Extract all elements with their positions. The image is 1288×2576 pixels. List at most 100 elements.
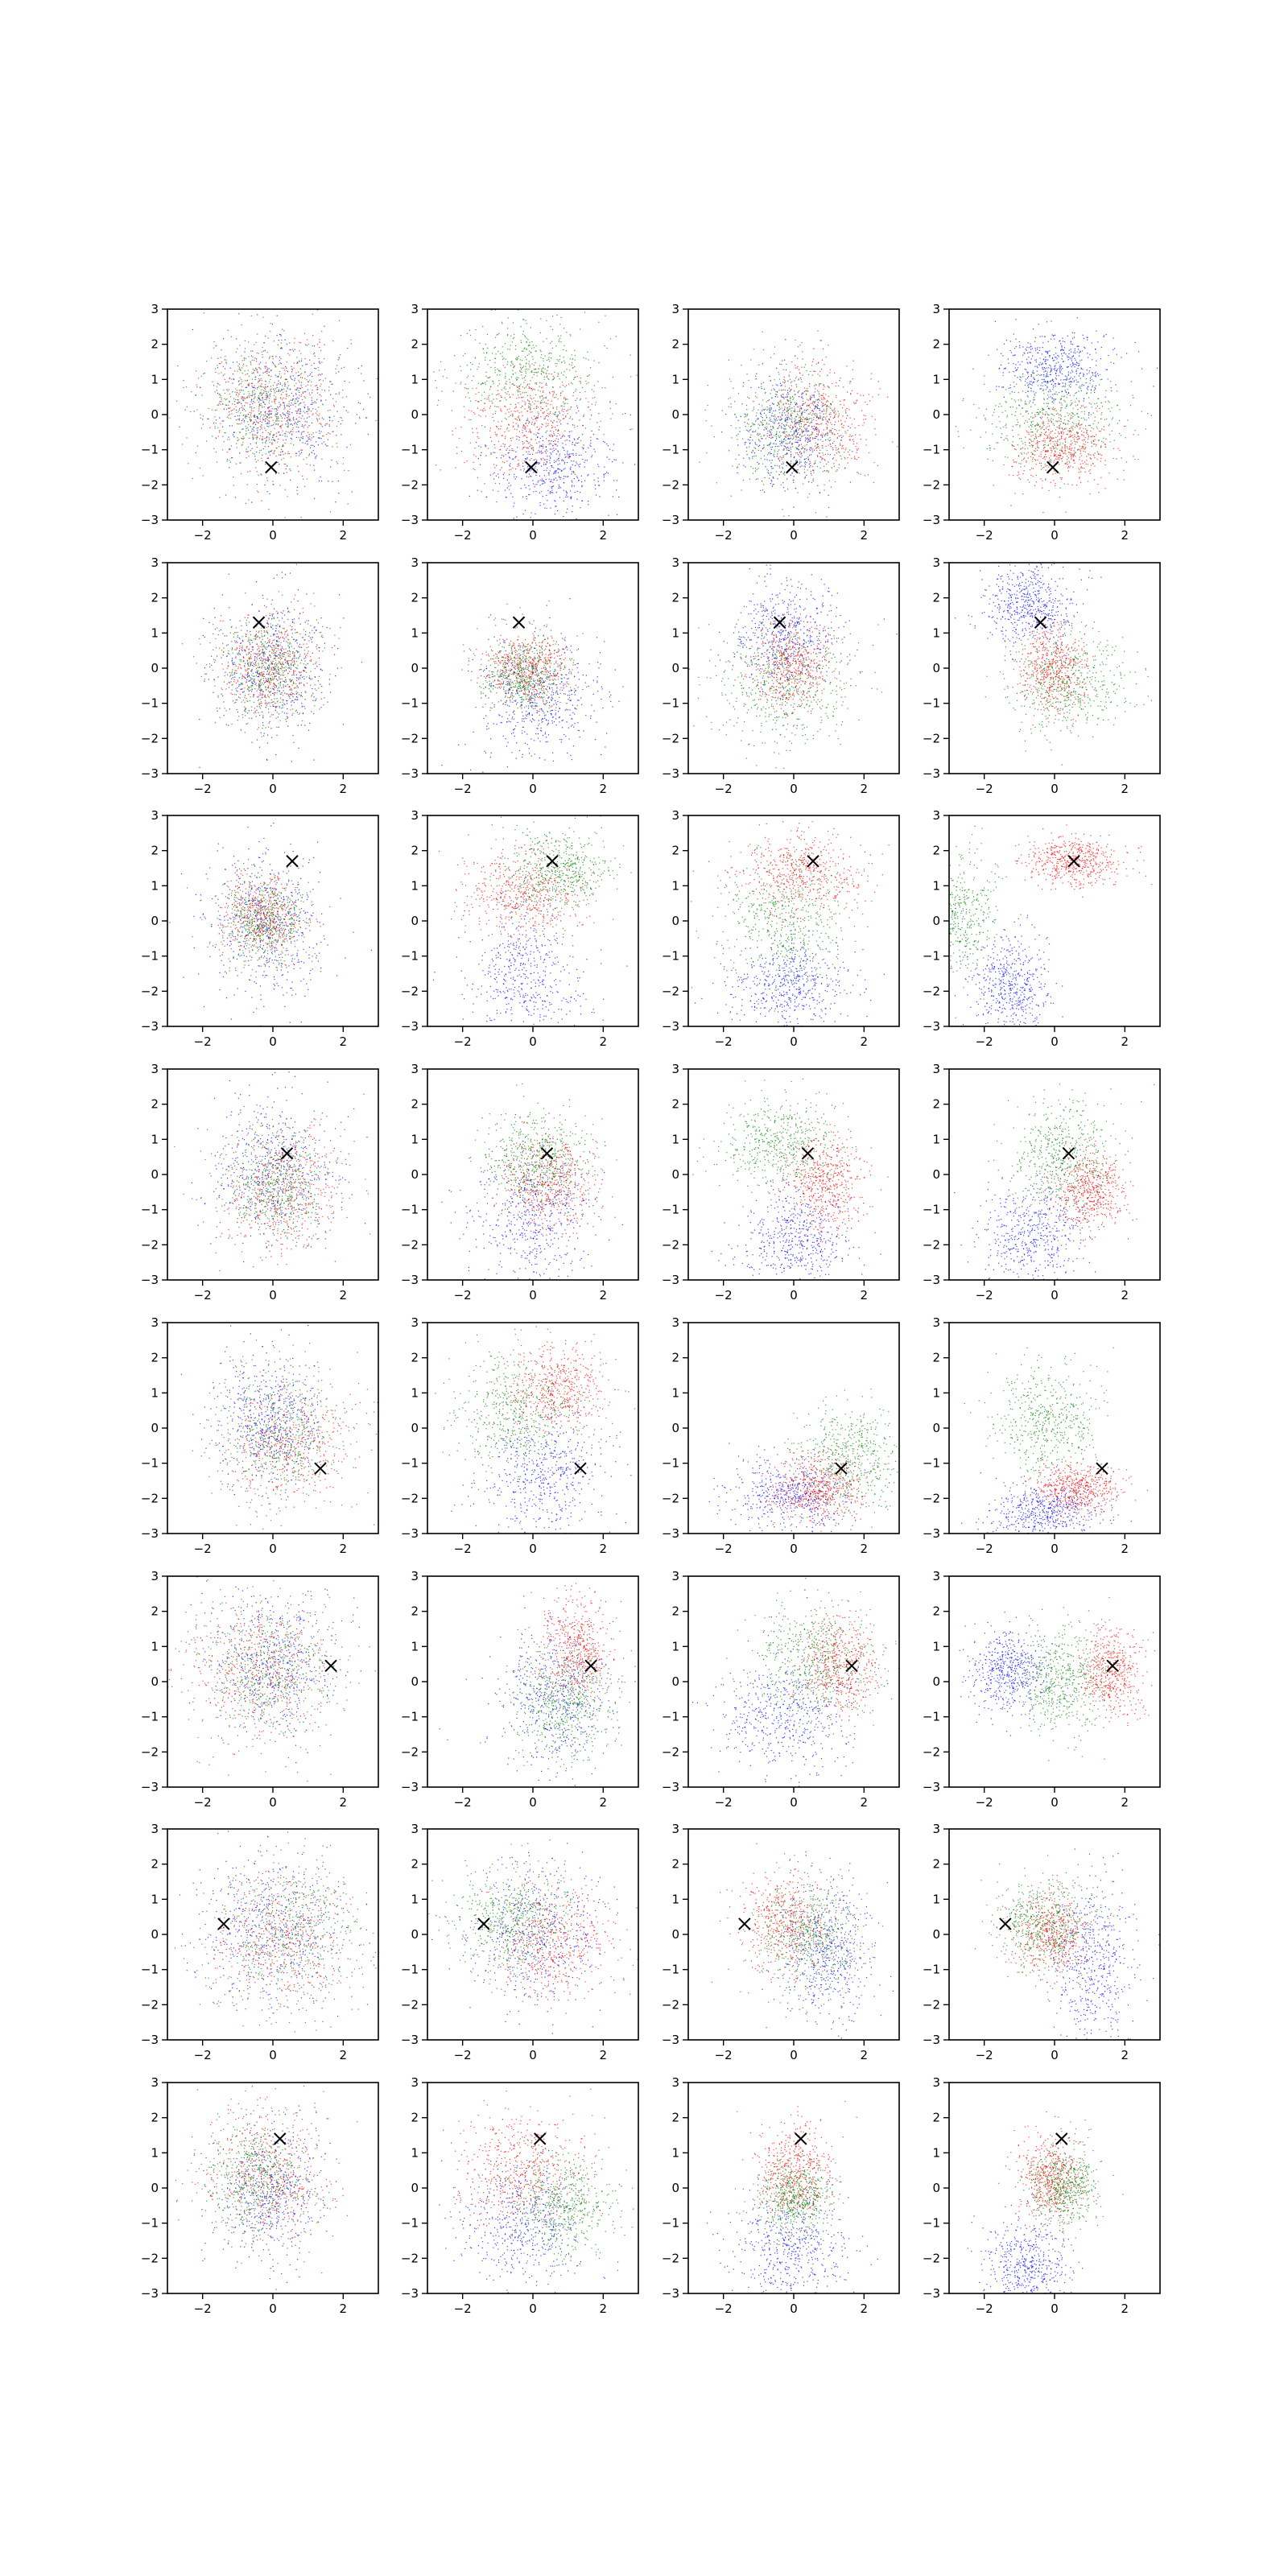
- data-point: [257, 372, 258, 374]
- y-tick-label: 1: [151, 372, 159, 386]
- data-point: [248, 417, 250, 419]
- data-point: [264, 387, 266, 389]
- data-point: [196, 386, 198, 388]
- data-point: [799, 426, 801, 427]
- data-point: [763, 388, 765, 390]
- data-point: [823, 393, 824, 394]
- data-point: [855, 402, 857, 404]
- data-point: [772, 421, 774, 423]
- data-point: [256, 415, 258, 417]
- data-point: [563, 411, 564, 412]
- data-point: [753, 423, 754, 425]
- data-point: [484, 402, 485, 404]
- data-point: [875, 434, 877, 436]
- data-point: [299, 411, 301, 412]
- data-point: [762, 489, 763, 491]
- data-point: [279, 333, 281, 336]
- data-point: [265, 413, 266, 415]
- data-point: [284, 489, 286, 490]
- data-point: [505, 436, 506, 437]
- data-point: [260, 378, 262, 379]
- data-point: [747, 430, 749, 431]
- data-point: [734, 413, 736, 415]
- data-point: [780, 419, 782, 421]
- data-point: [821, 359, 824, 361]
- data-point: [817, 407, 819, 409]
- data-point: [824, 403, 827, 405]
- data-point: [815, 419, 817, 421]
- data-point: [299, 409, 301, 411]
- data-point: [780, 399, 782, 401]
- data-point: [862, 394, 864, 396]
- data-point: [828, 472, 829, 473]
- data-point: [433, 371, 435, 373]
- data-point: [301, 358, 303, 360]
- data-point: [746, 454, 748, 456]
- data-point: [557, 441, 559, 443]
- data-point: [284, 339, 286, 341]
- data-point: [299, 408, 301, 410]
- data-point: [520, 340, 522, 341]
- x-tick-label: 0: [269, 528, 277, 543]
- data-point: [766, 459, 768, 460]
- data-point: [312, 408, 314, 410]
- data-point: [267, 395, 269, 397]
- data-point: [247, 427, 249, 428]
- data-point: [277, 412, 279, 414]
- data-point: [809, 386, 811, 387]
- data-point: [795, 452, 797, 454]
- data-point: [807, 421, 809, 423]
- data-point: [559, 393, 562, 394]
- data-point: [531, 423, 533, 425]
- data-point: [810, 440, 811, 442]
- data-point: [765, 391, 766, 393]
- data-point: [996, 386, 997, 387]
- data-point: [816, 415, 818, 418]
- data-point: [466, 460, 468, 462]
- data-point: [815, 429, 817, 431]
- data-point: [811, 402, 814, 404]
- data-point: [209, 427, 211, 428]
- data-point: [539, 437, 541, 439]
- data-point: [783, 448, 785, 450]
- data-point: [815, 363, 817, 365]
- data-point: [280, 427, 282, 429]
- data-point: [764, 392, 766, 394]
- data-point: [295, 402, 296, 404]
- data-point: [266, 394, 268, 395]
- data-point: [788, 434, 790, 436]
- data-point: [801, 444, 803, 445]
- data-point: [762, 399, 764, 401]
- data-point: [547, 413, 548, 415]
- data-point: [808, 440, 810, 442]
- data-point: [249, 437, 250, 439]
- data-point: [1060, 369, 1062, 371]
- data-point: [749, 443, 750, 444]
- data-point: [557, 398, 559, 400]
- data-point: [791, 412, 793, 414]
- data-point: [289, 411, 291, 413]
- data-point: [630, 376, 632, 378]
- data-point: [767, 472, 769, 473]
- data-point: [572, 452, 574, 455]
- data-point: [574, 439, 576, 440]
- data-point: [555, 429, 557, 431]
- data-point: [560, 316, 562, 318]
- data-point: [331, 383, 332, 385]
- data-point: [750, 359, 752, 361]
- data-point: [551, 425, 553, 427]
- data-point: [832, 427, 833, 429]
- data-point: [803, 452, 805, 453]
- data-point: [283, 406, 286, 407]
- data-point: [535, 382, 537, 384]
- data-point: [745, 415, 747, 417]
- data-point: [769, 407, 770, 409]
- data-point: [299, 387, 300, 389]
- data-point: [529, 446, 530, 448]
- data-point: [630, 429, 631, 431]
- data-point: [505, 375, 506, 377]
- data-point: [823, 388, 824, 390]
- data-point: [546, 405, 547, 407]
- data-point: [548, 414, 550, 415]
- data-point: [730, 495, 732, 497]
